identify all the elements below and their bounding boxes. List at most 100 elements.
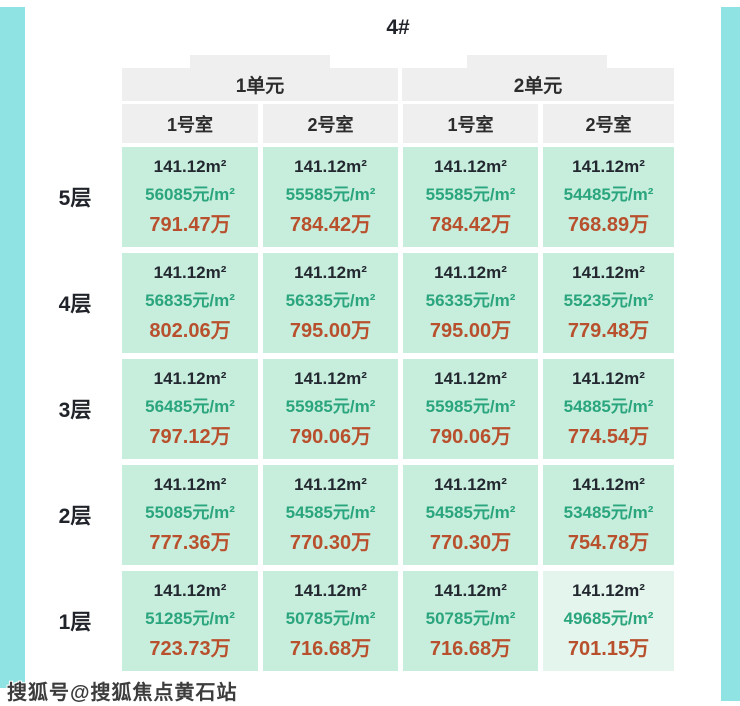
price-cell: 141.12m² 54485元/m² 768.89万 [543, 147, 674, 247]
price-cell: 141.12m² 50785元/m² 716.68万 [403, 571, 538, 671]
cell-area: 141.12m² [153, 581, 227, 600]
cell-unit-price: 51285元/m² [145, 609, 235, 628]
room-header-u2-r1: 1号室 [403, 104, 538, 143]
price-grid: 141.12m² 56085元/m² 791.47万 141.12m² 55585元/m… [122, 147, 674, 671]
cell-area: 141.12m² [294, 263, 367, 282]
price-cell: 141.12m² 54585元/m² 770.30万 [263, 465, 398, 565]
cell-unit-price: 55985元/m² [425, 397, 516, 416]
cell-area: 141.12m² [294, 475, 367, 494]
cell-area: 141.12m² [572, 581, 645, 600]
cell-total: 802.06万 [149, 320, 231, 342]
price-cell: 141.12m² 54585元/m² 770.30万 [403, 465, 538, 565]
cell-total: 784.42万 [289, 214, 372, 236]
cell-area: 141.12m² [434, 263, 507, 282]
unit1-tab-notch [190, 55, 330, 69]
price-cell: 141.12m² 49685元/m² 701.15万 [543, 571, 674, 671]
cell-area: 141.12m² [294, 157, 367, 176]
cell-unit-price: 54585元/m² [425, 503, 516, 522]
cell-unit-price: 50785元/m² [425, 609, 516, 628]
cell-unit-price: 54485元/m² [563, 185, 654, 204]
cell-unit-price: 49685元/m² [563, 609, 654, 628]
building-title: 4# [386, 16, 410, 39]
price-cell: 141.12m² 53485元/m² 754.78万 [543, 465, 674, 565]
cell-area: 141.12m² [572, 369, 645, 388]
price-cell: 141.12m² 56085元/m² 791.47万 [122, 147, 258, 247]
room-header-u2-r2: 2号室 [543, 104, 674, 143]
cell-area: 141.12m² [434, 475, 507, 494]
price-cell: 141.12m² 51285元/m² 723.73万 [122, 571, 258, 671]
cell-unit-price: 54885元/m² [563, 397, 654, 416]
unit2-tab-notch [467, 55, 607, 69]
price-cell: 141.12m² 55985元/m² 790.06万 [263, 359, 398, 459]
cell-unit-price: 54585元/m² [285, 503, 376, 522]
cell-area: 141.12m² [572, 263, 645, 282]
price-cell: 141.12m² 56485元/m² 797.12万 [122, 359, 258, 459]
cell-unit-price: 55585元/m² [425, 185, 516, 204]
price-cell: 141.12m² 55585元/m² 784.42万 [403, 147, 538, 247]
price-cell: 141.12m² 56835元/m² 802.06万 [122, 253, 258, 353]
cell-area: 141.12m² [434, 369, 507, 388]
cell-area: 141.12m² [434, 157, 507, 176]
floor-label: 1层 [58, 611, 92, 634]
cell-unit-price: 56835元/m² [145, 291, 235, 310]
cell-area: 141.12m² [572, 475, 645, 494]
cell-unit-price: 56335元/m² [285, 291, 376, 310]
price-cell: 141.12m² 55985元/m² 790.06万 [403, 359, 538, 459]
room-header-row: 1号室 2号室 1号室 2号室 [122, 104, 674, 143]
floor-label: 4层 [58, 293, 92, 316]
cell-total: 779.48万 [567, 320, 650, 342]
price-cell: 141.12m² 54885元/m² 774.54万 [543, 359, 674, 459]
price-cell: 141.12m² 55585元/m² 784.42万 [263, 147, 398, 247]
cell-unit-price: 55985元/m² [285, 397, 376, 416]
floor-label: 5层 [58, 187, 92, 210]
cell-area: 141.12m² [153, 157, 227, 176]
cell-area: 141.12m² [434, 581, 507, 600]
cell-unit-price: 53485元/m² [563, 503, 654, 522]
cell-total: 754.78万 [567, 532, 650, 554]
price-cell: 141.12m² 56335元/m² 795.00万 [403, 253, 538, 353]
cell-total: 716.68万 [289, 638, 372, 660]
floor-label: 2层 [58, 505, 92, 528]
cell-total: 701.15万 [567, 638, 650, 660]
cell-area: 141.12m² [153, 369, 227, 388]
price-cell: 141.12m² 50785元/m² 716.68万 [263, 571, 398, 671]
cell-total: 795.00万 [429, 320, 512, 342]
price-cell: 141.12m² 55085元/m² 777.36万 [122, 465, 258, 565]
cell-unit-price: 56085元/m² [145, 185, 235, 204]
cell-total: 768.89万 [567, 214, 650, 236]
room-header-u1-r2: 2号室 [263, 104, 398, 143]
left-edge-strip [0, 7, 25, 688]
unit1-header: 1单元 [122, 68, 398, 101]
price-cell: 141.12m² 55235元/m² 779.48万 [543, 253, 674, 353]
cell-unit-price: 55585元/m² [285, 185, 376, 204]
cell-unit-price: 55235元/m² [563, 291, 654, 310]
cell-total: 770.30万 [289, 532, 372, 554]
cell-area: 141.12m² [294, 369, 367, 388]
cell-total: 795.00万 [289, 320, 372, 342]
right-edge-strip [721, 7, 740, 701]
cell-total: 770.30万 [429, 532, 512, 554]
watermark: 搜狐号@搜狐焦点黄石站 [7, 682, 238, 704]
cell-area: 141.12m² [294, 581, 367, 600]
room-header-u1-r1: 1号室 [122, 104, 258, 143]
floor-label: 3层 [58, 399, 92, 422]
unit2-header: 2单元 [402, 68, 674, 101]
price-cell: 141.12m² 56335元/m² 795.00万 [263, 253, 398, 353]
cell-total: 777.36万 [149, 532, 231, 554]
cell-unit-price: 55085元/m² [145, 503, 235, 522]
cell-total: 790.06万 [289, 426, 372, 448]
cell-area: 141.12m² [572, 157, 645, 176]
cell-total: 790.06万 [429, 426, 512, 448]
cell-total: 774.54万 [567, 426, 650, 448]
cell-unit-price: 50785元/m² [285, 609, 376, 628]
cell-total: 791.47万 [149, 214, 231, 236]
cell-area: 141.12m² [153, 263, 227, 282]
cell-total: 784.42万 [429, 214, 512, 236]
floor-label-column: 5层 4层 3层 2层 1层 [40, 147, 110, 671]
cell-unit-price: 56335元/m² [425, 291, 516, 310]
cell-total: 716.68万 [429, 638, 512, 660]
cell-area: 141.12m² [153, 475, 227, 494]
cell-total: 797.12万 [149, 426, 231, 448]
cell-unit-price: 56485元/m² [145, 397, 235, 416]
cell-total: 723.73万 [149, 638, 231, 660]
